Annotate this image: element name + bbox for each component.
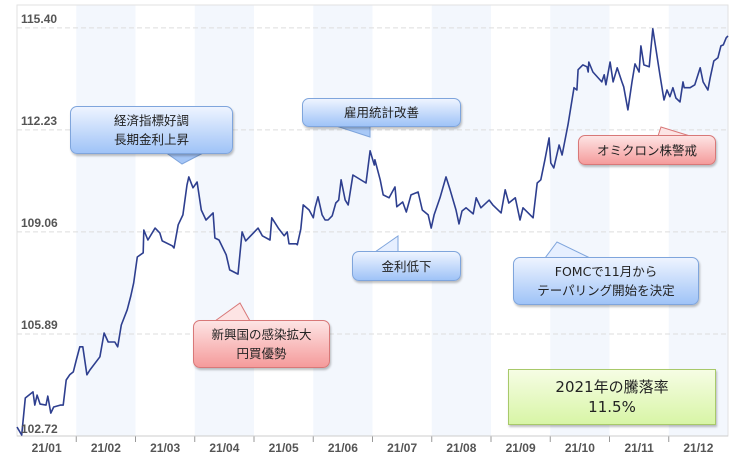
summary-box: 2021年の騰落率 11.5% [508,369,716,425]
callout-emerging: 新興国の感染拡大 円買優勢 [193,320,330,368]
x-tick-label: 21/02 [91,441,121,455]
callout-text: 円買優勢 [236,346,287,361]
month-band [550,5,610,436]
callout-jobs: 雇用統計改善 [302,98,461,127]
callout-tail-emerging [213,302,251,322]
callout-text: 新興国の感染拡大 [211,327,312,342]
summary-label: 2021年の騰落率 [555,378,669,396]
price-line [16,28,729,436]
x-tick-label: 21/11 [624,441,654,455]
y-tick-label: 112.23 [21,114,57,128]
y-tick-label: 115.40 [21,12,57,26]
callout-text: 金利低下 [381,258,432,274]
callout-rates-down: 金利低下 [352,251,461,281]
x-tick-label: 21/01 [32,441,62,455]
x-tick-label: 21/09 [506,441,536,455]
callout-econ: 経済指標好調 長期金利上昇 [70,106,233,154]
x-tick-label: 21/03 [150,441,180,455]
callout-tail-rates [373,235,399,253]
summary-value: 11.5% [588,398,636,416]
callout-text: FOMCで11月から [554,264,658,279]
callout-omicron: オミクロン株警戒 [578,135,716,165]
month-band [668,5,728,436]
callout-text: 経済指標好調 [113,113,189,128]
month-band [431,5,491,436]
callout-text: 長期金利上昇 [113,132,189,147]
x-tick-label: 21/04 [209,441,239,455]
y-tick-label: 105.89 [21,318,58,332]
callout-text: オミクロン株警戒 [596,142,697,158]
x-tick-label: 21/07 [387,441,417,455]
x-tick-label: 21/05 [269,441,299,455]
x-tick-label: 21/12 [683,441,713,455]
x-tick-label: 21/06 [328,441,358,455]
x-tick-label: 21/08 [446,441,476,455]
y-tick-label: 102.72 [21,422,58,436]
callout-text: テーパリング開始を決定 [537,283,675,298]
callout-text: 雇用統計改善 [343,105,419,120]
callout-tail-fomc [544,241,591,259]
y-tick-label: 109.06 [21,216,58,230]
x-tick-label: 21/10 [565,441,595,455]
callout-fomc: FOMCで11月から テーパリング開始を決定 [513,257,699,305]
